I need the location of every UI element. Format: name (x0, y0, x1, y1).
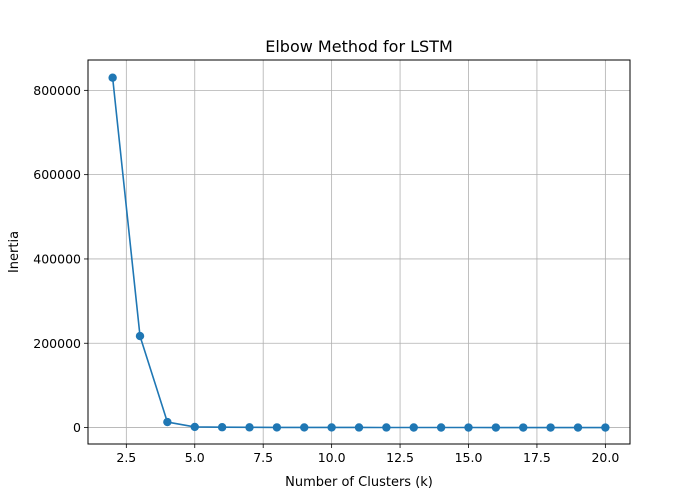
series-layer (108, 73, 610, 432)
x-tick-label: 10.0 (318, 450, 346, 465)
data-point (135, 331, 145, 341)
grid (88, 60, 630, 444)
data-point (436, 423, 446, 432)
x-tick-label: 5.0 (185, 450, 205, 465)
data-point (354, 423, 364, 432)
plot-area (88, 60, 630, 444)
data-point (601, 423, 610, 432)
data-point (300, 423, 309, 432)
data-point (519, 423, 528, 432)
x-tick-label: 2.5 (116, 450, 136, 465)
x-tick-label: 12.5 (386, 450, 414, 465)
chart-title: Elbow Method for LSTM (265, 37, 453, 56)
plot-frame (87, 59, 631, 445)
y-tick-label: 200000 (33, 336, 81, 351)
y-axis-label: Inertia (7, 231, 22, 273)
x-tick-label: 7.5 (253, 450, 273, 465)
x-tick-label: 20.0 (591, 450, 619, 465)
data-point (382, 423, 391, 432)
y-tick-label: 600000 (33, 167, 81, 182)
y-tick-label: 400000 (33, 251, 81, 266)
ticks: 2.5 5.0 7.5 10.0 12.5 15.0 17.5 20.0 0 200000 4000… (33, 83, 619, 465)
x-tick-label: 15.0 (455, 450, 483, 465)
data-point (163, 417, 172, 427)
data-point (409, 423, 418, 432)
data-point (464, 423, 473, 432)
data-point (217, 423, 227, 432)
data-point (573, 423, 583, 432)
data-point (272, 423, 282, 432)
y-tick-label: 800000 (33, 83, 81, 98)
data-point (491, 423, 501, 432)
data-point (546, 423, 555, 432)
data-point (245, 423, 254, 432)
y-tick-label: 0 (73, 420, 81, 435)
data-point (108, 73, 117, 82)
data-point (190, 422, 199, 432)
x-axis-label: Number of Clusters (k) (285, 475, 433, 490)
data-point (327, 423, 336, 432)
x-tick-label: 17.5 (523, 450, 551, 465)
